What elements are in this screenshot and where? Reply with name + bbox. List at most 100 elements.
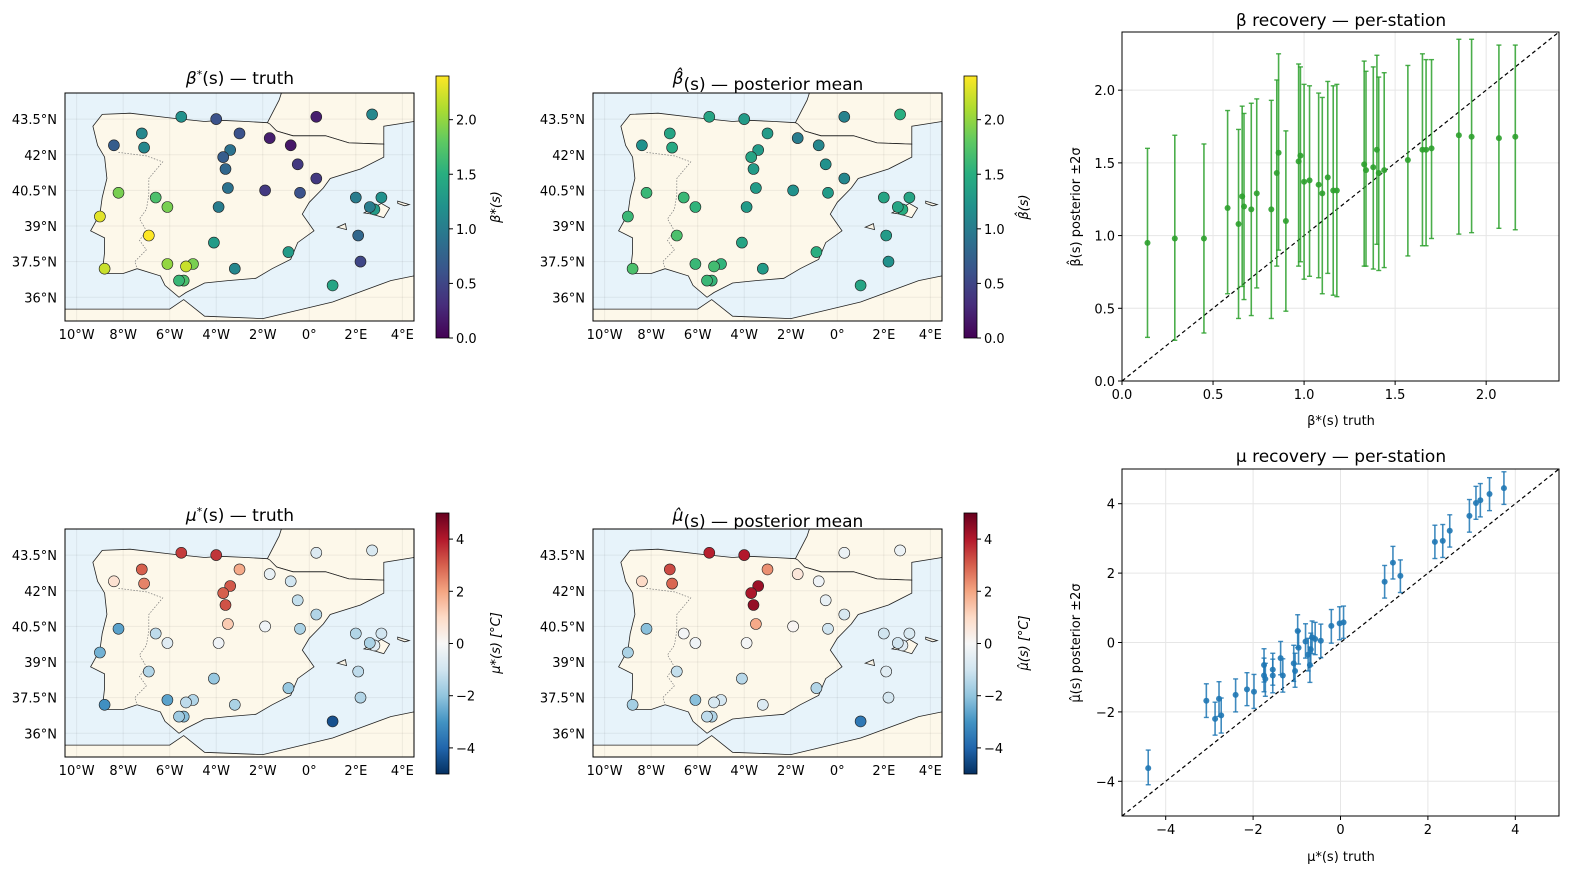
station-marker [136,127,148,140]
station-marker [161,637,174,649]
y-tick-label: −4 [1096,775,1115,790]
map-y-tick-label: 42°N [552,585,585,600]
map-frame [592,528,943,758]
station-marker [259,184,271,197]
scatter-mu-title: μ recovery — per-station [1236,447,1446,467]
station-marker [161,201,174,213]
map-x-tick-label: 4°W [730,328,758,343]
station-marker [877,191,890,204]
station-marker [294,187,306,199]
data-point [1446,527,1453,534]
station-marker [822,622,834,635]
data-point [1232,691,1239,698]
data-point [1333,187,1340,194]
station-marker [349,627,362,640]
station-marker [703,546,716,559]
colorbar-tick-label: −2 [984,690,1003,705]
data-point [1212,715,1219,722]
station-marker [738,113,751,125]
iberia-land [90,548,385,734]
station-marker [745,587,758,599]
scatter-mu-recovery: μ recovery — per-station −4 −2 0 2 4−4−2024 … [1069,447,1560,865]
scatter-beta-axes: 0.0 0.5 1.0 1.5 2.0 0.0 0.5 1.0 1.5 2.0 [1094,31,1560,403]
station-marker [326,279,339,292]
map-y-tick-label: 42°N [24,149,57,164]
x-tick-label: 0.0 [1112,388,1133,403]
station-marker [626,698,639,711]
station-marker [640,622,653,635]
station-marker [903,191,916,204]
menorca-island [397,200,411,207]
station-marker [689,637,702,649]
station-marker [284,139,297,152]
station-marker [233,563,246,576]
colorbar-gradient [963,512,978,775]
colorbar-tick-label: 0.5 [984,277,1005,292]
map-x-tick-label: 2°E [872,328,895,343]
station-marker [761,127,774,140]
data-point [1317,637,1324,644]
station-marker [736,672,748,685]
station-marker [747,599,760,611]
map-frame [592,92,943,322]
x-tick-label: 1.5 [1385,388,1406,403]
station-marker [891,637,904,649]
station-marker [310,608,323,621]
station-marker [352,665,365,678]
data-point [1389,559,1396,566]
station-marker [819,594,832,607]
map-y-tick-label: 43.5°N [540,549,585,564]
station-marker [375,627,388,640]
station-marker [622,210,634,223]
map-x-tick-label: 2°E [872,764,895,779]
map-x-tick-label: 8°W [637,764,665,779]
data-point [1455,132,1462,139]
station-marker [708,696,720,709]
station-marker [819,158,832,171]
station-marker [812,575,825,588]
station-marker [229,262,241,275]
station-marker [143,229,155,242]
map-x-tick-label: 0° [830,764,845,779]
data-point [1404,156,1411,163]
station-marker [838,172,851,185]
station-marker [210,549,222,561]
station-marker [622,646,634,659]
colorbar-beta-posterior: 0.0 0.5 1.0 1.5 2.0 [963,75,1005,347]
map-x-tick-label: 4°E [919,328,942,343]
scatter-beta-xlabel: β*(s) truth [1307,414,1375,429]
map-y-tick-label: 37.5°N [12,692,57,707]
colorbar-tick-label: 4 [984,533,992,548]
map-y-tick-label: 40.5°N [12,620,57,635]
station-marker [149,627,162,640]
colorbar-tick-label: 1.0 [456,223,477,238]
data-point [1477,497,1484,504]
colorbar-tick-label: 0.5 [456,277,477,292]
data-point [1315,181,1322,188]
station-marker [175,546,188,559]
station-marker [701,274,713,287]
data-point [1171,235,1178,242]
y-tick-label: 1.0 [1094,230,1115,245]
station-marker [112,187,125,199]
map-x-tick-label: 10°W [59,764,95,779]
station-marker [161,694,174,706]
map-y-tick-label: 40.5°N [12,184,57,199]
map-x-tick-label: 0° [830,328,845,343]
map-y-tick-label: 36°N [24,291,57,306]
station-marker [263,132,276,144]
x-tick-label: 2 [1424,823,1432,838]
map-y-tick-label: 42°N [552,149,585,164]
map-x-tick-label: 4°W [202,764,230,779]
station-marker [282,246,295,258]
station-marker [219,599,232,611]
map-y-tick-label: 40.5°N [540,620,585,635]
station-marker [222,182,234,194]
scatter-mu-axes: −4 −2 0 2 4 −4 −2 0 2 4 [1096,468,1560,838]
station-marker [736,236,748,249]
colorbar-tick-label: −2 [456,690,475,705]
station-marker [812,139,825,152]
africa-land [593,275,942,321]
station-marker [738,549,751,561]
